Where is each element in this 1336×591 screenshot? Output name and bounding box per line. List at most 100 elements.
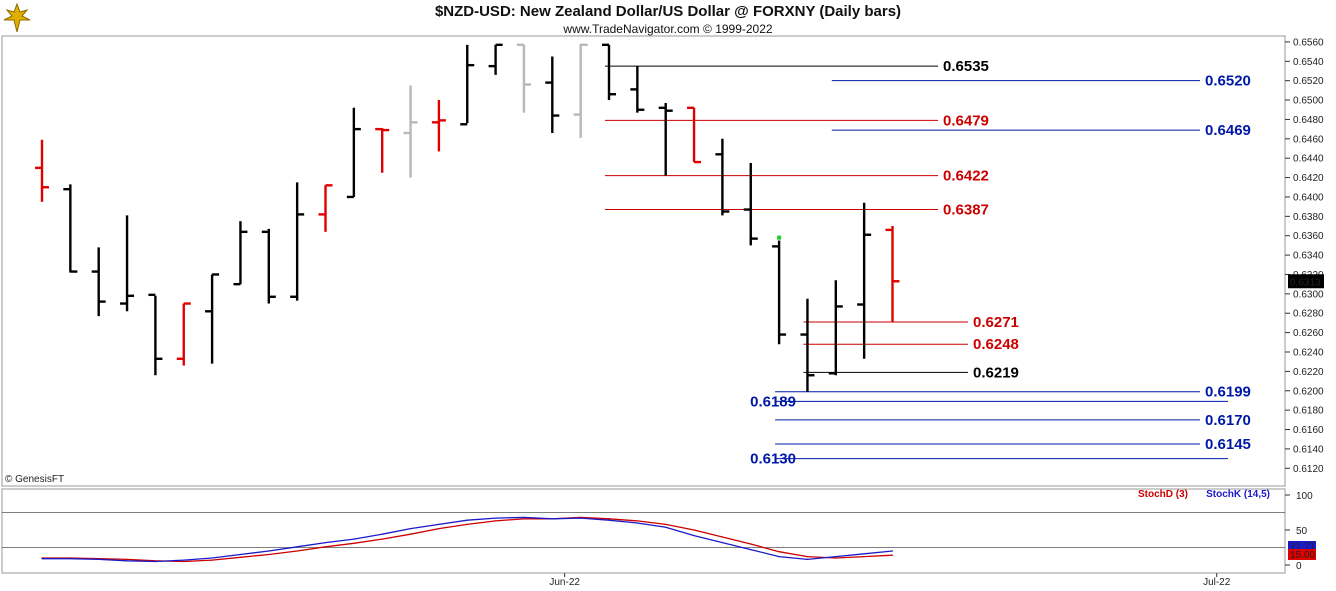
last-price-badge	[1288, 274, 1324, 289]
stoch-point	[268, 550, 270, 552]
stoch-point	[438, 528, 440, 530]
stoch-point	[438, 523, 440, 526]
ohlc-bar	[148, 293, 163, 376]
ohlc-bar	[460, 44, 475, 126]
stoch-point	[324, 542, 327, 544]
y-tick-label: 0.6360	[1293, 231, 1324, 242]
stoch-point	[891, 554, 894, 556]
ohlc-bar	[205, 273, 220, 364]
stoch-point	[154, 560, 156, 563]
ohlc-bar	[91, 247, 106, 317]
y-tick-label: 0.6260	[1293, 328, 1324, 339]
level-label: 0.6130	[750, 451, 796, 468]
ohlc-bar	[346, 107, 361, 199]
stoch-point	[551, 518, 553, 520]
stoch-point	[523, 516, 525, 519]
ohlc-bar	[403, 85, 418, 178]
level-label: 0.6535	[943, 58, 989, 75]
level-label: 0.6145	[1205, 436, 1251, 453]
ohlc-bar	[233, 221, 248, 286]
ohlc-bar	[488, 43, 503, 75]
ohlc-bar	[658, 102, 673, 176]
price-panel-frame	[1, 35, 1286, 487]
stoch-point	[296, 550, 298, 552]
y-tick-label: 0.6280	[1293, 309, 1324, 320]
stoch-point	[721, 536, 724, 538]
stoch-tick-label: 100	[1296, 491, 1313, 502]
stoch-point	[69, 558, 71, 560]
stoch-point	[495, 517, 497, 519]
stoch-point	[806, 558, 809, 561]
signal-marker	[777, 235, 782, 240]
stoch-point	[353, 538, 355, 540]
ohlc-bar	[545, 56, 560, 133]
ohlc-bar	[63, 184, 78, 273]
stoch-point	[381, 538, 383, 540]
ohlc-bar	[857, 202, 872, 359]
y-tick-label: 0.6420	[1293, 173, 1324, 184]
y-tick-label: 0.6380	[1293, 212, 1324, 223]
stoch-point	[466, 523, 468, 526]
legend-stoch-d: StochD (3)	[1138, 489, 1188, 500]
level-label: 0.6271	[973, 314, 1019, 331]
y-tick-label: 0.6480	[1293, 115, 1324, 126]
y-tick-label: 0.6220	[1293, 367, 1324, 378]
stoch-point	[183, 559, 185, 561]
stoch-point	[296, 546, 298, 548]
ohlc-bar	[800, 298, 815, 392]
stoch-point	[665, 523, 667, 526]
stoch-point	[409, 533, 412, 535]
level-label: 0.6199	[1205, 384, 1251, 401]
ohlc-bar	[375, 127, 390, 173]
level-label: 0.6469	[1205, 122, 1251, 139]
y-tick-label: 0.6540	[1293, 57, 1324, 68]
ohlc-bar	[772, 240, 787, 345]
ohlc-bar	[602, 43, 616, 101]
ohlc-bar	[885, 226, 900, 322]
stoch-tick-label: 50	[1296, 526, 1308, 537]
stoch-d-value: 15.00	[1290, 550, 1315, 561]
stoch-point	[353, 542, 355, 544]
y-tick-label: 0.6240	[1293, 347, 1324, 358]
ohlc-bar	[573, 43, 588, 138]
stoch-point	[608, 519, 610, 521]
ohlc-bar	[35, 139, 49, 202]
stoch-point	[665, 526, 667, 528]
level-label: 0.6248	[973, 336, 1019, 353]
stoch-point	[126, 560, 128, 562]
y-tick-label: 0.6140	[1293, 444, 1324, 455]
stoch-point	[891, 550, 894, 552]
stoch-point	[268, 553, 270, 556]
y-tick-label: 0.6460	[1293, 134, 1324, 145]
y-tick-label: 0.6160	[1293, 425, 1324, 436]
chart-title: $NZD-USD: New Zealand Dollar/US Dollar @…	[434, 3, 902, 20]
level-label: 0.6219	[973, 364, 1019, 381]
stoch-point	[183, 560, 185, 563]
ohlc-bar	[261, 228, 276, 304]
stoch-k-value-badge	[1288, 541, 1316, 551]
ohlc-bar	[630, 66, 645, 113]
stoch-point	[239, 556, 242, 558]
logo	[3, 2, 31, 33]
stoch-point	[239, 553, 242, 556]
ohlc-bar	[715, 138, 730, 216]
stoch-point	[835, 557, 837, 559]
stoch-point	[863, 553, 865, 555]
stoch-point	[636, 522, 638, 524]
ohlc-bar	[743, 163, 758, 246]
stoch-point	[580, 517, 582, 519]
level-label: 0.6422	[943, 168, 989, 185]
y-tick-label: 0.6520	[1293, 76, 1324, 87]
stoch-point	[41, 558, 43, 560]
stoch-point	[98, 558, 100, 561]
stoch-point	[495, 520, 497, 522]
stoch-point	[835, 556, 837, 558]
ohlc-bar	[687, 106, 702, 164]
level-label: 0.6387	[943, 202, 989, 219]
stoch-point	[806, 556, 809, 558]
ohlc-bar	[120, 215, 135, 312]
ohlc-bar	[516, 43, 531, 113]
stoch-point	[750, 543, 752, 545]
y-tick-label: 0.6300	[1293, 289, 1324, 300]
